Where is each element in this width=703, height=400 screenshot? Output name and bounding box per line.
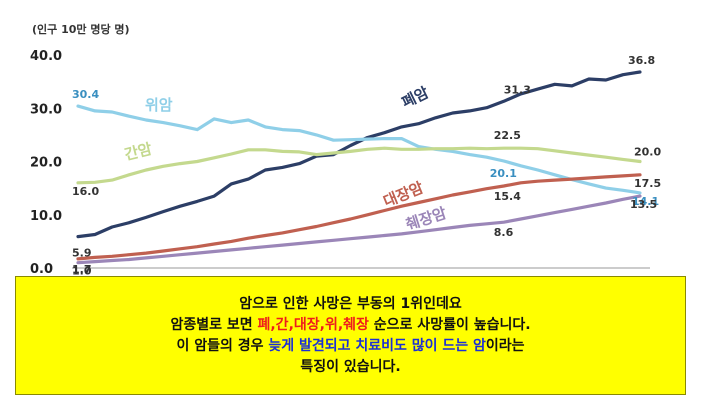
data-label: 5.9 — [72, 247, 92, 260]
caption-box: 암으로 인한 사망은 부동의 1위인데요 암종별로 보면 폐,간,대장,위,췌장… — [15, 276, 686, 395]
series-name-label: 간암 — [123, 140, 154, 164]
data-label: 20.1 — [490, 167, 517, 180]
y-unit-label: (인구 10만 명당 명) — [32, 22, 130, 36]
caption-line-1: 암으로 인한 사망은 부동의 1위인데요 — [239, 295, 462, 312]
series-line-2 — [76, 104, 642, 195]
caption-highlight-features: 늦게 발견되고 치료비도 많이 드는 암 — [268, 337, 486, 354]
series-line-3 — [76, 146, 642, 185]
data-label: 15.4 — [494, 190, 521, 203]
data-label: 14.1 — [632, 195, 659, 208]
series-name-label: 위암 — [145, 96, 173, 114]
data-label: 8.6 — [494, 226, 514, 239]
series-lines — [76, 70, 642, 265]
data-label: 31.3 — [504, 83, 531, 96]
y-tick-label: 30.0 — [30, 102, 62, 117]
series-name-label: 폐암 — [399, 83, 432, 111]
data-label: 30.4 — [72, 88, 99, 101]
y-tick-label: 40.0 — [30, 49, 62, 64]
caption-line-4: 특징이 있습니다. — [300, 358, 401, 375]
caption-highlight-cancers: 폐,간,대장,위,췌장 — [257, 316, 369, 333]
data-label: 1.7 — [72, 263, 92, 276]
y-tick-label: 0.0 — [30, 262, 53, 277]
y-tick-label: 20.0 — [30, 156, 62, 171]
series-line-4 — [76, 173, 642, 261]
data-label: 13.5 — [630, 198, 657, 211]
series-line-1 — [76, 70, 642, 239]
data-labels: 5.9 31.3 36.8 30.4 20.1 14.1 16.0 22.5 20.0 1.7 15… — [72, 54, 661, 278]
data-label: 17.5 — [634, 177, 661, 190]
data-label: 36.8 — [628, 54, 655, 67]
data-label: 1.0 — [72, 265, 92, 278]
caption-line-2-start: 암종별로 보면 — [170, 316, 258, 333]
data-label: 20.0 — [634, 146, 661, 159]
series-line-5 — [76, 194, 642, 265]
y-tick-label: 10.0 — [30, 209, 62, 224]
y-axis: 0.0 10.0 20.0 30.0 40.0 — [30, 49, 62, 277]
caption-line-2-end: 순으로 사망률이 높습니다. — [368, 316, 531, 333]
data-label: 16.0 — [72, 185, 99, 198]
caption-line-2: 암종별로 보면 폐,간,대장,위,췌장 순으로 사망률이 높습니다. — [170, 315, 530, 336]
caption-line-3: 이 암들의 경우 늦게 발견되고 치료비도 많이 드는 암이라는 — [176, 336, 524, 357]
caption-line-3-end: 이라는 — [485, 337, 525, 354]
data-label: 22.5 — [494, 129, 521, 142]
caption-line-3-start: 이 암들의 경우 — [176, 337, 269, 354]
